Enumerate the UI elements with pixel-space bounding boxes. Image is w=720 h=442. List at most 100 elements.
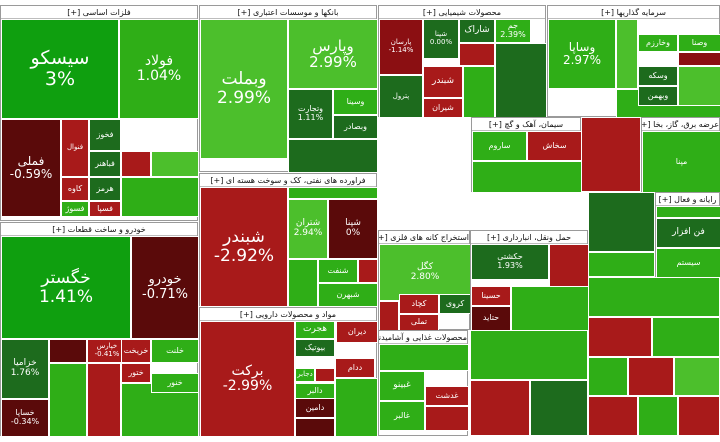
- stock-tile-small[interactable]: [470, 380, 530, 436]
- stock-tile-small[interactable]: [588, 252, 655, 277]
- sector-group[interactable]: فراورده های نفتی، کک و سوخت هسته ای [+] ش…: [199, 173, 378, 307]
- stock-tile-small[interactable]: [379, 344, 469, 371]
- stock-tile[interactable]: فولاد 1.04%: [119, 19, 199, 119]
- sector-group[interactable]: محصولات غذایی و آشامیدنی [+] غبینو غدشت غال…: [378, 330, 469, 436]
- sector-group-title[interactable]: سیمان، آهک و گچ [+]: [472, 118, 580, 131]
- stock-tile[interactable]: شتران 2.94%: [288, 199, 328, 259]
- sector-group-title[interactable]: فلزات اساسی [+]: [1, 6, 197, 19]
- stock-tile-small[interactable]: [588, 317, 652, 357]
- sector-group-title[interactable]: محصولات غذایی و آشامیدنی [+]: [379, 331, 467, 344]
- stock-tile[interactable]: فباهنر: [89, 151, 121, 177]
- sector-group[interactable]: خودرو و ساخت قطعات [+] خگستر 1.41% خودرو -0.…: [0, 222, 199, 437]
- stock-tile-small[interactable]: [315, 368, 335, 382]
- sector-group-title[interactable]: بانکها و موسسات اعتباری [+]: [200, 6, 376, 19]
- stock-tile[interactable]: فن افزار: [656, 218, 720, 248]
- stock-tile-small[interactable]: [335, 378, 378, 437]
- stock-tile-small[interactable]: [295, 418, 335, 437]
- stock-tile[interactable]: شنفت: [318, 259, 358, 283]
- stock-tile-small[interactable]: [674, 357, 720, 396]
- stock-tile-small[interactable]: [588, 277, 720, 317]
- stock-tile[interactable]: شپنا 0.00%: [423, 19, 459, 59]
- stock-tile[interactable]: وپارس 2.99%: [288, 19, 378, 89]
- stock-tile-small[interactable]: [87, 363, 121, 437]
- stock-tile-small[interactable]: [616, 19, 638, 89]
- stock-tile[interactable]: هجرت: [295, 321, 335, 339]
- stock-tile-small[interactable]: [121, 177, 199, 217]
- stock-tile[interactable]: وسکه: [638, 66, 678, 86]
- stock-tile-small[interactable]: [459, 43, 495, 66]
- stock-tile-small[interactable]: [49, 339, 87, 363]
- stock-tile-small[interactable]: [678, 396, 720, 436]
- stock-tile[interactable]: دامین: [295, 398, 335, 418]
- stock-tile[interactable]: خلنت: [151, 339, 199, 363]
- stock-tile[interactable]: فملی -0.59%: [1, 119, 61, 217]
- stock-tile[interactable]: وبهمن: [638, 86, 678, 106]
- sector-group[interactable]: عرضه برق، گاز، بخا [+] مپنا: [641, 117, 720, 193]
- sector-group[interactable]: سرمایه گذاریها [+] وساپا 2.97% وخارزم وسکه وب…: [547, 5, 720, 118]
- stock-tile[interactable]: غبینو: [379, 371, 425, 401]
- stock-tile-small[interactable]: [151, 151, 199, 177]
- stock-tile[interactable]: وخارزم: [638, 34, 678, 52]
- stock-tile-small[interactable]: [121, 151, 151, 177]
- stock-tile[interactable]: کچاد: [399, 294, 439, 314]
- sector-group-title[interactable]: حمل ونقل، انبارداری [+]: [471, 231, 587, 244]
- stock-tile[interactable]: غدشت: [425, 386, 469, 406]
- stock-tile[interactable]: وتجارت 1.11%: [288, 89, 333, 139]
- stock-tile[interactable]: سیستم: [656, 248, 720, 278]
- stock-tile[interactable]: وبصادر: [333, 115, 378, 139]
- stock-tile-small[interactable]: [588, 396, 638, 436]
- stock-tile-small[interactable]: [425, 406, 469, 431]
- sector-group[interactable]: مواد و محصولات دارویی [+] برکت -2.99% هجرت د…: [199, 307, 378, 437]
- sector-group[interactable]: سیمان، آهک و گچ [+] ساروم سخاش: [471, 117, 582, 193]
- stock-tile[interactable]: خساپا -0.34%: [1, 399, 49, 437]
- stock-tile[interactable]: هرمز: [89, 177, 121, 201]
- stock-tile-small[interactable]: [652, 317, 720, 357]
- stock-tile[interactable]: پارسان -1.14%: [379, 19, 423, 75]
- stock-tile[interactable]: وصنا: [678, 34, 720, 52]
- stock-tile[interactable]: فسوژ: [61, 201, 89, 217]
- stock-tile[interactable]: ساروم: [472, 131, 527, 161]
- stock-tile[interactable]: شبندر: [423, 66, 463, 98]
- sector-group[interactable]: رایانه و فعال [+] فن افزار سیستم: [655, 192, 720, 278]
- stock-tile[interactable]: سخاش: [527, 131, 582, 161]
- sector-group-title[interactable]: رایانه و فعال [+]: [656, 193, 719, 206]
- stock-tile[interactable]: شپنا 0%: [328, 199, 378, 259]
- stock-tile[interactable]: دجابر: [295, 368, 315, 382]
- stock-tile[interactable]: کروی: [439, 294, 471, 314]
- stock-tile[interactable]: خزامیا 1.76%: [1, 339, 49, 399]
- stock-tile[interactable]: غالبر: [379, 401, 425, 431]
- stock-tile-small[interactable]: [678, 52, 720, 66]
- stock-tile[interactable]: شاراک: [459, 19, 495, 43]
- stock-tile[interactable]: فخوز: [89, 119, 121, 151]
- stock-tile[interactable]: خگستر 1.41%: [1, 236, 131, 339]
- stock-tile[interactable]: شبهرن: [318, 283, 378, 307]
- stock-tile-small[interactable]: [288, 187, 378, 199]
- stock-tile[interactable]: حسینا: [471, 286, 511, 306]
- stock-tile[interactable]: جم 2.39%: [495, 19, 531, 43]
- stock-tile-small[interactable]: [49, 363, 87, 437]
- sector-group[interactable]: فلزات اساسی [+] سیسکو 3% فولاد 1.04% فملی -0.5…: [0, 5, 199, 221]
- stock-tile-small[interactable]: [530, 380, 588, 436]
- stock-tile-small[interactable]: [288, 139, 378, 173]
- sector-group[interactable]: محصولات شیمیایی [+] پارسان -1.14% شپنا 0.00%…: [378, 5, 547, 118]
- stock-tile-small[interactable]: [656, 206, 720, 218]
- stock-tile[interactable]: فنوال: [61, 119, 89, 177]
- stock-tile[interactable]: کگل 2.80%: [379, 244, 471, 301]
- stock-tile[interactable]: وسینا: [333, 89, 378, 115]
- sector-group-title[interactable]: خودرو و ساخت قطعات [+]: [1, 223, 197, 236]
- stock-tile[interactable]: ددام: [335, 358, 375, 378]
- sector-group[interactable]: حمل ونقل، انبارداری [+] حکشتی 1.93% حتاید حس…: [470, 230, 589, 331]
- stock-tile[interactable]: برکت -2.99%: [200, 321, 295, 437]
- stock-tile-small[interactable]: [511, 286, 589, 331]
- stock-tile[interactable]: کاوه: [61, 177, 89, 201]
- stock-tile[interactable]: وساپا 2.97%: [548, 19, 616, 89]
- stock-tile[interactable]: شیران: [423, 98, 463, 118]
- stock-tile-small[interactable]: [588, 192, 655, 252]
- sector-group-title[interactable]: فراورده های نفتی، کک و سوخت هسته ای [+]: [200, 174, 376, 187]
- stock-tile[interactable]: مپنا: [642, 131, 720, 193]
- stock-tile-small[interactable]: [288, 259, 318, 307]
- sector-group[interactable]: استخراج کانه های فلزی [+] کگل 2.80% کچاد کرو…: [378, 230, 471, 331]
- stock-tile[interactable]: دیران: [336, 321, 378, 343]
- stock-tile-small[interactable]: [678, 66, 720, 106]
- stock-tile[interactable]: دالبر: [295, 383, 335, 399]
